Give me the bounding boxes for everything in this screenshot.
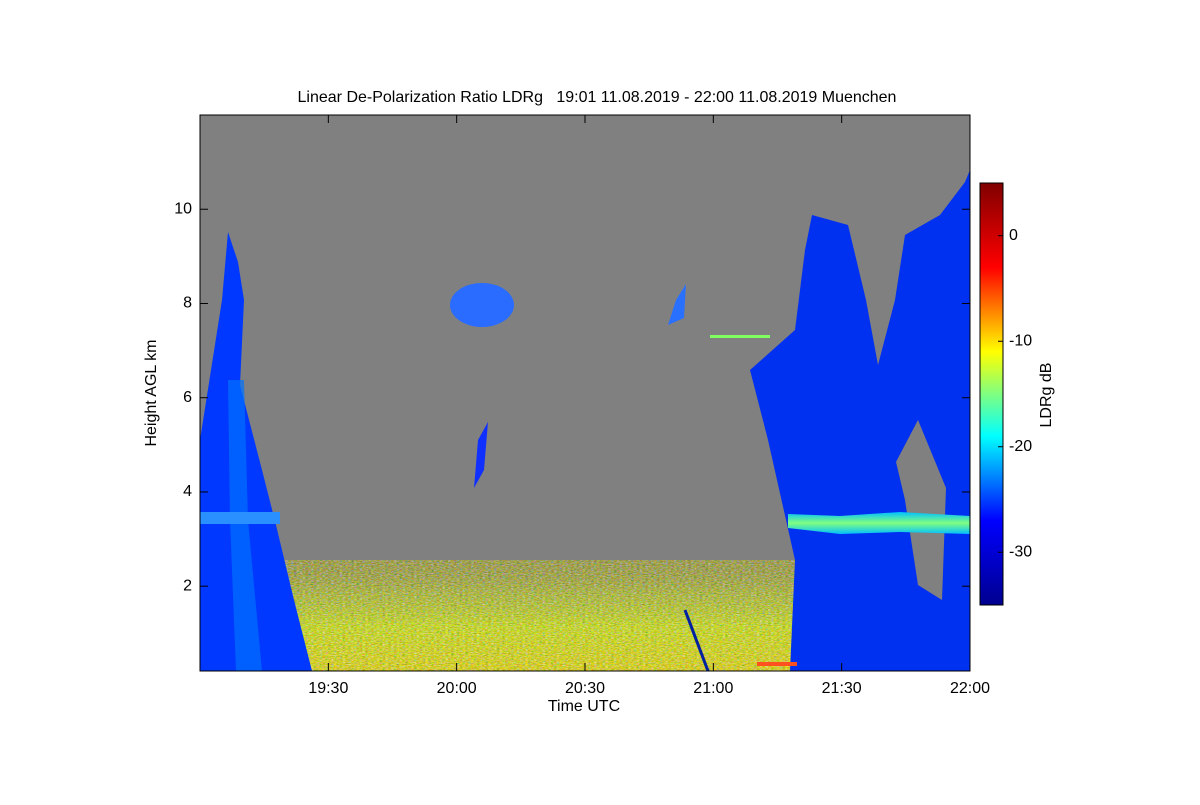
colorbar: [979, 182, 1004, 606]
fall-streak: [683, 609, 710, 671]
x-tick-label: 20:30: [565, 680, 605, 697]
y-tick-label: 2: [183, 577, 192, 594]
y-tick-label: 6: [183, 389, 192, 406]
chart-title: Linear De-Polarization Ratio LDRg 19:01 …: [298, 89, 897, 106]
y-tick-label: 4: [183, 483, 192, 500]
cloud-left-band: [200, 512, 280, 524]
cloud-blob: [668, 284, 686, 325]
x-axis-label: Time UTC: [548, 698, 620, 715]
x-tick-label: 21:00: [693, 680, 733, 697]
x-tick-label: 20:00: [437, 680, 477, 697]
colorbar-tick-label: -20: [1009, 438, 1032, 455]
colorbar-tick-label: -10: [1009, 332, 1032, 349]
cloud-right-band: [788, 512, 970, 534]
cloud-left: [200, 232, 312, 671]
surface-streak: [757, 662, 797, 666]
cloud-blob: [450, 283, 514, 327]
cloud-left-core: [228, 380, 262, 671]
cloud-blob: [474, 422, 488, 488]
heatmap-image: [200, 170, 970, 671]
colorbar-tick-label: -30: [1009, 543, 1032, 560]
y-tick-label: 10: [174, 200, 192, 217]
cloud-streak: [710, 335, 770, 338]
colorbar-tick-label: 0: [1009, 227, 1018, 244]
y-axis-label: Height AGL km: [143, 339, 160, 446]
y-tick-label: 8: [183, 295, 192, 312]
x-tick-label: 21:30: [822, 680, 862, 697]
x-tick-label: 22:00: [950, 680, 990, 697]
x-tick-label: 19:30: [308, 680, 348, 697]
cloud-right-gap: [896, 420, 946, 600]
colorbar-label: LDRg dB: [1038, 363, 1055, 428]
